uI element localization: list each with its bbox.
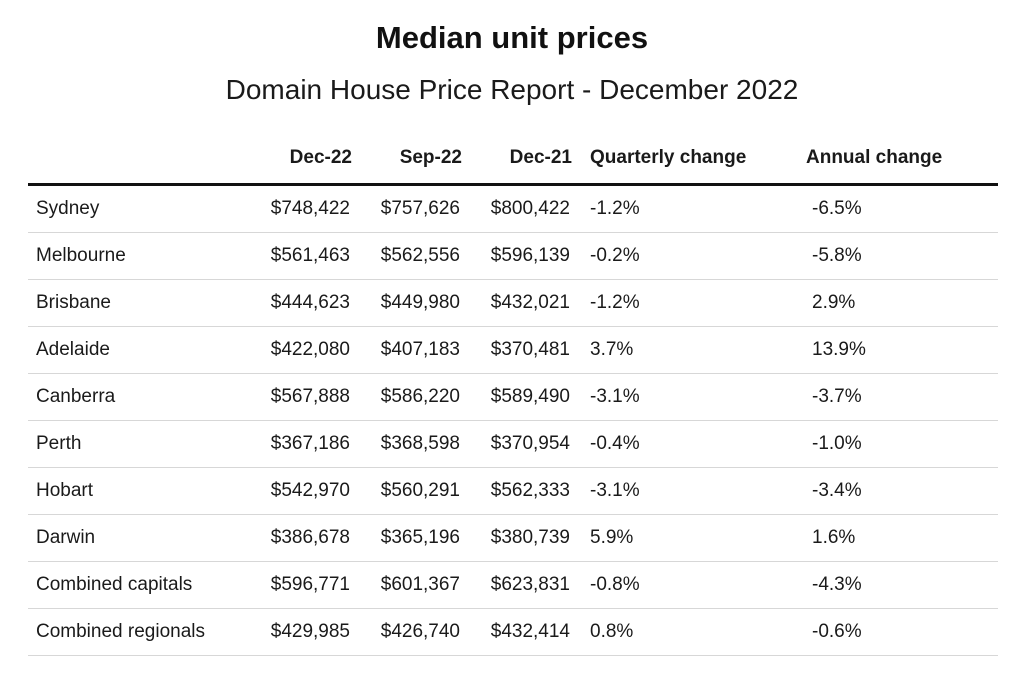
table-row: Adelaide $422,080 $407,183 $370,481 3.7% 13.9… bbox=[28, 326, 998, 374]
annual-change: 1.6% bbox=[802, 514, 998, 562]
city-name: Adelaide bbox=[28, 326, 250, 374]
dec-21-price: $370,481 bbox=[470, 326, 580, 374]
dec-22-price: $748,422 bbox=[250, 184, 360, 233]
sep-22-price: $365,196 bbox=[360, 514, 470, 562]
city-name: Combined capitals bbox=[28, 561, 250, 609]
dec-21-price: $370,954 bbox=[470, 420, 580, 468]
table-row: Melbourne $561,463 $562,556 $596,139 -0.2% -5… bbox=[28, 232, 998, 280]
header-dec-22: Dec-22 bbox=[250, 136, 360, 186]
dec-22-price: $444,623 bbox=[250, 279, 360, 327]
table-row: Hobart $542,970 $560,291 $562,333 -3.1% -3.4% bbox=[28, 467, 998, 515]
sep-22-price: $560,291 bbox=[360, 467, 470, 515]
header-city bbox=[28, 136, 250, 186]
city-name: Brisbane bbox=[28, 279, 250, 327]
header-sep-22: Sep-22 bbox=[360, 136, 470, 186]
table-row: Sydney $748,422 $757,626 $800,422 -1.2% -6.5% bbox=[28, 184, 998, 233]
dec-22-price: $386,678 bbox=[250, 514, 360, 562]
sep-22-price: $586,220 bbox=[360, 373, 470, 421]
table-row: Darwin $386,678 $365,196 $380,739 5.9% 1.6% bbox=[28, 514, 998, 562]
quarterly-change: -0.2% bbox=[580, 232, 802, 280]
quarterly-change: -0.8% bbox=[580, 561, 802, 609]
quarterly-change: 3.7% bbox=[580, 326, 802, 374]
header-annual-change: Annual change bbox=[802, 136, 998, 186]
quarterly-change: -1.2% bbox=[580, 279, 802, 327]
city-name: Combined regionals bbox=[28, 608, 250, 656]
sep-22-price: $757,626 bbox=[360, 184, 470, 233]
header-row: Dec-22 Sep-22 Dec-21 Quarterly change An… bbox=[28, 136, 998, 186]
city-name: Melbourne bbox=[28, 232, 250, 280]
city-name: Sydney bbox=[28, 184, 250, 233]
table-row: Combined regionals $429,985 $426,740 $432,4… bbox=[28, 608, 998, 656]
dec-21-price: $596,139 bbox=[470, 232, 580, 280]
quarterly-change: -0.4% bbox=[580, 420, 802, 468]
table-row: Perth $367,186 $368,598 $370,954 -0.4% -1.0% bbox=[28, 420, 998, 468]
quarterly-change: 5.9% bbox=[580, 514, 802, 562]
dec-22-price: $367,186 bbox=[250, 420, 360, 468]
city-name: Canberra bbox=[28, 373, 250, 421]
table-row: Combined capitals $596,771 $601,367 $623,83… bbox=[28, 561, 998, 609]
chart-title: Median unit prices bbox=[375, 20, 649, 55]
dec-21-price: $589,490 bbox=[470, 373, 580, 421]
sep-22-price: $562,556 bbox=[360, 232, 470, 280]
header-quarterly-change: Quarterly change bbox=[580, 136, 802, 186]
annual-change: 2.9% bbox=[802, 279, 998, 327]
quarterly-change: -1.2% bbox=[580, 184, 802, 233]
annual-change: -0.6% bbox=[802, 608, 998, 656]
dec-22-price: $422,080 bbox=[250, 326, 360, 374]
dec-22-price: $542,970 bbox=[250, 467, 360, 515]
city-name: Perth bbox=[28, 420, 250, 468]
city-name: Hobart bbox=[28, 467, 250, 515]
sep-22-price: $426,740 bbox=[360, 608, 470, 656]
dec-21-price: $380,739 bbox=[470, 514, 580, 562]
annual-change: -1.0% bbox=[802, 420, 998, 468]
table-row: Brisbane $444,623 $449,980 $432,021 -1.2% 2.9… bbox=[28, 279, 998, 327]
city-name: Darwin bbox=[28, 514, 250, 562]
annual-change: 13.9% bbox=[802, 326, 998, 374]
chart-subtitle: Domain House Price Report - December 202… bbox=[225, 74, 799, 105]
sep-22-price: $368,598 bbox=[360, 420, 470, 468]
header-dec-21: Dec-21 bbox=[470, 136, 580, 186]
table-row: Canberra $567,888 $586,220 $589,490 -3.1% -3.… bbox=[28, 373, 998, 421]
sep-22-price: $449,980 bbox=[360, 279, 470, 327]
annual-change: -6.5% bbox=[802, 184, 998, 233]
dec-22-price: $429,985 bbox=[250, 608, 360, 656]
sep-22-price: $407,183 bbox=[360, 326, 470, 374]
dec-22-price: $561,463 bbox=[250, 232, 360, 280]
quarterly-change: -3.1% bbox=[580, 373, 802, 421]
dec-21-price: $800,422 bbox=[470, 184, 580, 233]
dec-22-price: $596,771 bbox=[250, 561, 360, 609]
dec-21-price: $623,831 bbox=[470, 561, 580, 609]
sep-22-price: $601,367 bbox=[360, 561, 470, 609]
table-header: Dec-22 Sep-22 Dec-21 Quarterly change An… bbox=[28, 136, 998, 186]
dec-21-price: $562,333 bbox=[470, 467, 580, 515]
price-table: Dec-22 Sep-22 Dec-21 Quarterly change An… bbox=[28, 136, 998, 656]
dec-21-price: $432,414 bbox=[470, 608, 580, 656]
dec-22-price: $567,888 bbox=[250, 373, 360, 421]
table-body: Sydney $748,422 $757,626 $800,422 -1.2% -6.5%… bbox=[28, 184, 998, 656]
annual-change: -3.4% bbox=[802, 467, 998, 515]
annual-change: -3.7% bbox=[802, 373, 998, 421]
annual-change: -4.3% bbox=[802, 561, 998, 609]
annual-change: -5.8% bbox=[802, 232, 998, 280]
quarterly-change: 0.8% bbox=[580, 608, 802, 656]
dec-21-price: $432,021 bbox=[470, 279, 580, 327]
quarterly-change: -3.1% bbox=[580, 467, 802, 515]
